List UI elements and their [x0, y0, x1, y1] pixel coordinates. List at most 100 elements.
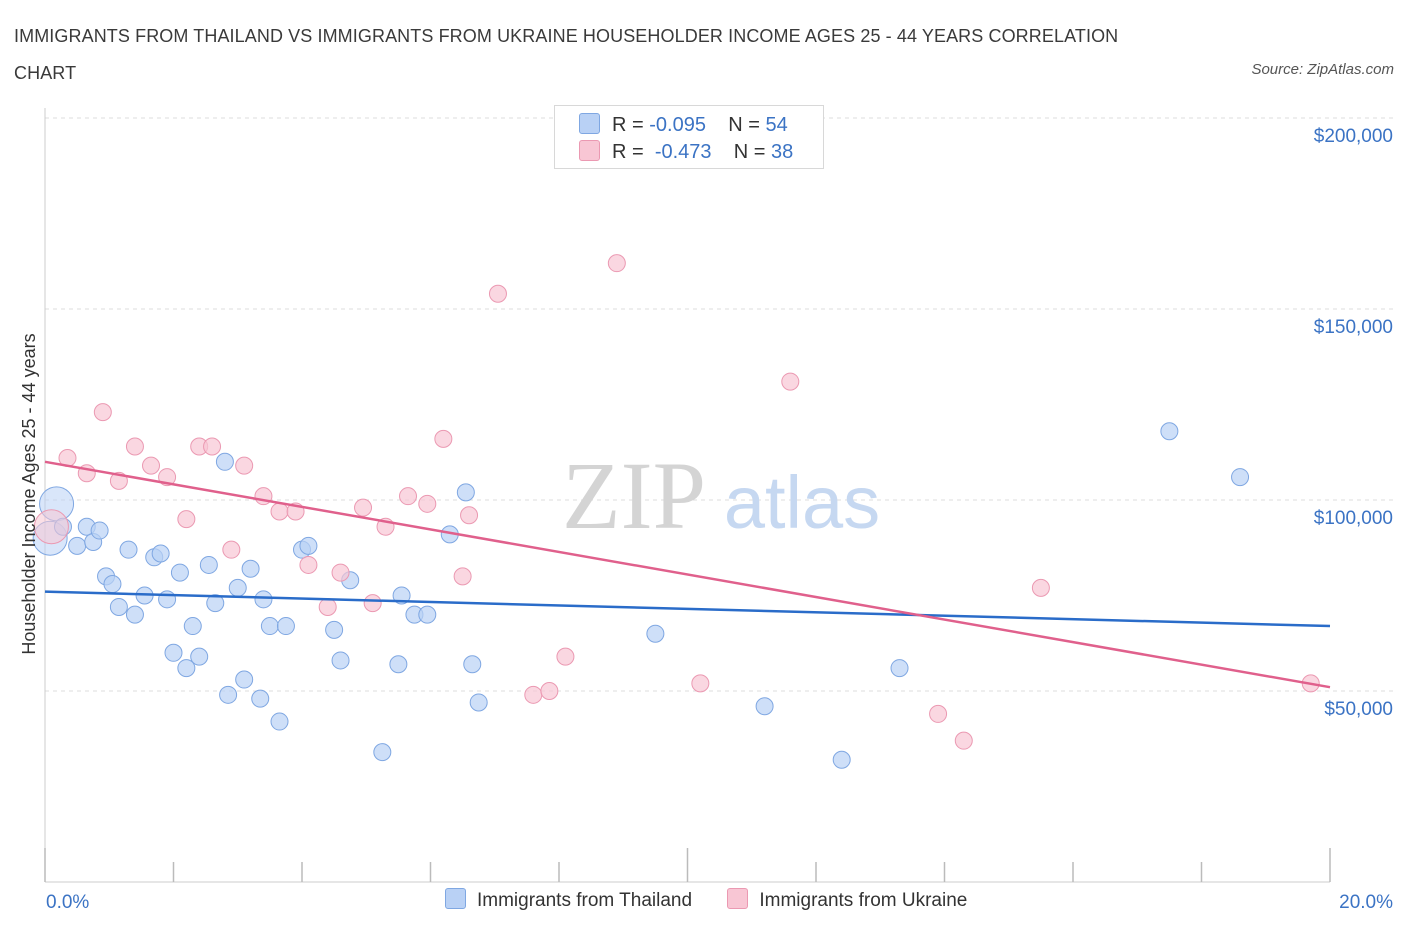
thailand-point [228, 578, 247, 597]
ukraine-point [781, 372, 800, 391]
thailand-point [373, 743, 392, 762]
ukraine-point [540, 682, 559, 700]
trend-line-thailand [44, 590, 1331, 628]
thailand-point [190, 647, 209, 666]
thailand-point [890, 659, 909, 678]
legend-item-thailand: Immigrants from Thailand [445, 888, 692, 912]
thailand-point [215, 452, 234, 471]
ukraine-point [524, 685, 543, 704]
thailand-point [276, 617, 295, 636]
y-tick-label: $100,000 [1314, 508, 1393, 529]
thailand-point [331, 651, 350, 670]
thailand-point [469, 693, 488, 712]
thailand-point [183, 617, 202, 636]
legend-swatch-thailand [579, 113, 600, 134]
ukraine-point [125, 437, 144, 456]
x-tick-label: 20.0% [1339, 892, 1393, 913]
r-value: -0.473 [654, 141, 712, 163]
x-tick-label: 0.0% [46, 892, 89, 913]
thailand-point [260, 617, 279, 636]
thailand-point [158, 590, 177, 609]
trend-line-ukraine [44, 460, 1331, 689]
watermark: ZIP atlas [562, 442, 880, 549]
legend-swatch-thailand [445, 888, 466, 909]
ukraine-point [929, 704, 948, 723]
thailand-point [646, 624, 665, 643]
ukraine-point [331, 563, 350, 582]
ukraine-point [954, 731, 973, 750]
ukraine-point [691, 674, 710, 693]
ukraine-point [418, 494, 437, 513]
ukraine-point [142, 456, 161, 475]
legend-label-ukraine: Immigrants from Ukraine [759, 890, 968, 911]
thailand-point [832, 750, 851, 769]
thailand-point [389, 655, 408, 674]
ukraine-point [222, 540, 241, 559]
thailand-point [151, 544, 170, 563]
thailand-point [206, 594, 225, 613]
chart-title: IMMIGRANTS FROM THAILAND VS IMMIGRANTS F… [14, 26, 1119, 83]
watermark-zip: ZIP [562, 442, 706, 549]
n-label: N = [728, 114, 760, 136]
ukraine-point [33, 509, 69, 545]
ukraine-point [607, 254, 626, 273]
thailand-point [177, 659, 196, 678]
thailand-point [755, 697, 774, 716]
thailand-point [251, 689, 270, 708]
thailand-point [125, 605, 144, 624]
ukraine-point [318, 597, 337, 616]
y-axis-label: Householder Income Ages 25 - 44 years [19, 333, 39, 654]
y-tick-label: $200,000 [1314, 126, 1393, 147]
ukraine-point [177, 510, 196, 529]
legend-swatch-ukraine [579, 140, 600, 161]
watermark-atlas: atlas [724, 461, 880, 544]
series-legend: Immigrants from Thailand Immigrants from… [445, 888, 997, 912]
thailand-point [170, 563, 189, 582]
thailand-point [103, 575, 122, 594]
legend-row-ukraine: R = -0.473 N = 38 [579, 140, 793, 166]
thailand-point [392, 586, 411, 605]
ukraine-point [299, 555, 318, 574]
thailand-point [1160, 422, 1179, 441]
thailand-point [235, 670, 254, 689]
thailand-point [109, 597, 128, 616]
thailand-point [1231, 468, 1250, 487]
thailand-point [270, 712, 289, 731]
data-points [32, 254, 1320, 769]
ukraine-point [460, 506, 479, 525]
ukraine-point [488, 284, 507, 303]
correlation-legend: R = -0.095 N = 54 R = -0.473 N = 38 [554, 105, 824, 169]
thailand-point [241, 559, 260, 578]
axis-labels: $50,000 $100,000 $150,000 $200,000 0.0% 20.0%… [19, 126, 1393, 913]
thailand-point [90, 521, 109, 540]
thailand-point [219, 685, 238, 704]
thailand-point [418, 605, 437, 624]
legend-swatch-ukraine [727, 888, 749, 909]
thailand-point [299, 536, 318, 555]
ukraine-point [354, 498, 373, 517]
r-label: R = [612, 114, 644, 136]
n-label: N = [733, 141, 766, 163]
ukraine-point [453, 567, 472, 586]
ukraine-point [270, 502, 289, 521]
thailand-point [119, 540, 138, 559]
thailand-point [254, 590, 273, 609]
r-value: -0.095 [649, 114, 706, 136]
legend-item-ukraine: Immigrants from Ukraine [727, 888, 967, 912]
n-value: 38 [771, 141, 794, 163]
axes [44, 108, 1331, 883]
ukraine-point [93, 403, 112, 422]
ukraine-point [399, 487, 418, 506]
n-value: 54 [765, 114, 788, 136]
ukraine-point [1031, 578, 1050, 597]
legend-row-thailand: R = -0.095 N = 54 [579, 113, 788, 139]
thailand-point [456, 483, 475, 502]
ukraine-point [203, 437, 222, 456]
thailand-point [68, 536, 87, 555]
ukraine-point [556, 647, 575, 666]
r-label: R = [612, 141, 644, 163]
ukraine-point [434, 429, 453, 448]
trend-lines [44, 460, 1331, 689]
y-tick-label: $50,000 [1324, 699, 1393, 720]
